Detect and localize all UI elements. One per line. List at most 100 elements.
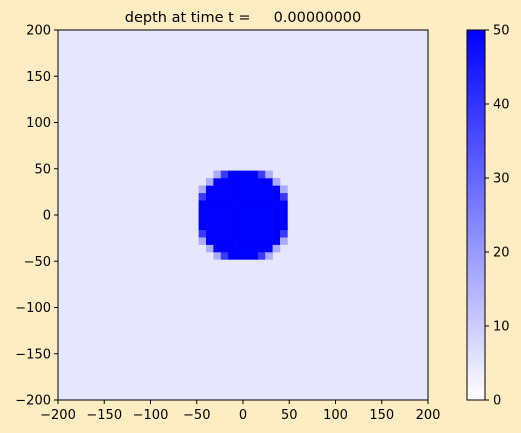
heatmap-cell	[257, 244, 266, 253]
heatmap-cell	[220, 222, 229, 231]
y-axis: −200 −150 −100 −50 0 50 100 150 200	[15, 24, 58, 409]
heatmap-cell	[272, 200, 281, 208]
heatmap-cell	[272, 192, 281, 201]
y-tick-label: −200	[15, 394, 51, 409]
plot-area	[57, 29, 429, 401]
heatmap-cell	[250, 200, 259, 208]
heatmap-cell	[220, 192, 229, 201]
heatmap-cell	[198, 222, 207, 231]
heatmap-cell	[198, 237, 207, 245]
heatmap-cell	[250, 215, 259, 223]
heatmap-cell	[220, 237, 229, 245]
heatmap-cell	[243, 192, 251, 201]
heatmap-cell	[235, 244, 244, 253]
heatmap-cell	[280, 215, 288, 223]
heatmap-cell	[220, 252, 229, 260]
heatmap-cell	[265, 244, 273, 253]
y-tick-label: −50	[24, 255, 51, 270]
heatmap-cell	[228, 170, 236, 179]
heatmap-cell	[280, 237, 288, 245]
heatmap-cell	[257, 215, 266, 223]
heatmap-cell	[250, 192, 259, 201]
heatmap-cell	[213, 237, 222, 245]
heatmap-cell	[265, 252, 273, 260]
colorbar-tick-label: 50	[493, 24, 510, 39]
heatmap-cell	[257, 200, 266, 208]
colorbar-tick-label: 0	[493, 394, 501, 409]
x-tick-label: −50	[183, 408, 210, 423]
heatmap-cell	[213, 178, 222, 186]
heatmap-cell	[206, 185, 214, 194]
y-tick-label: 50	[34, 162, 51, 177]
heatmap-cell	[250, 222, 259, 231]
heatmap-cell	[265, 222, 273, 231]
heatmap-cell	[235, 207, 244, 216]
heatmap-cell	[220, 178, 229, 186]
heatmap-cell	[265, 215, 273, 223]
heatmap-cell	[272, 244, 281, 253]
heatmap-cell	[198, 207, 207, 216]
heatmap-cell	[235, 200, 244, 208]
heatmap-cell	[265, 229, 273, 238]
heatmap-cell	[243, 252, 251, 260]
heatmap-cell	[198, 185, 207, 194]
heatmap-cell	[235, 252, 244, 260]
heatmap-cell	[198, 215, 207, 223]
heatmap-cell	[206, 229, 214, 238]
heatmap-cell	[250, 229, 259, 238]
y-tick-label: 0	[43, 209, 51, 224]
heatmap-cell	[280, 222, 288, 231]
heatmap-cell	[213, 170, 222, 179]
heatmap-cell	[243, 229, 251, 238]
heatmap-cell	[206, 207, 214, 216]
heatmap-cell	[280, 185, 288, 194]
heatmap-cells	[198, 170, 288, 260]
heatmap-cell	[243, 222, 251, 231]
heatmap-cell	[220, 200, 229, 208]
x-tick-label: 0	[239, 408, 247, 423]
heatmap-cell	[272, 237, 281, 245]
heatmap-cell	[243, 170, 251, 179]
heatmap-cell	[265, 185, 273, 194]
heatmap-cell	[243, 207, 251, 216]
heatmap-cell	[257, 178, 266, 186]
heatmap-cell	[206, 222, 214, 231]
heatmap-cell	[257, 192, 266, 201]
heatmap-cell	[272, 229, 281, 238]
x-tick-label: 150	[369, 408, 394, 423]
heatmap-cell	[220, 244, 229, 253]
heatmap-cell	[235, 185, 244, 194]
heatmap-cell	[228, 215, 236, 223]
heatmap-cell	[265, 237, 273, 245]
heatmap-cell	[213, 229, 222, 238]
heatmap-cell	[250, 244, 259, 253]
heatmap-cell	[257, 237, 266, 245]
y-tick-label: −100	[15, 301, 51, 316]
heatmap-cell	[235, 170, 244, 179]
heatmap-cell	[250, 185, 259, 194]
y-tick-label: 200	[26, 24, 51, 39]
heatmap-cell	[220, 185, 229, 194]
heatmap-cell	[206, 192, 214, 201]
heatmap-cell	[228, 207, 236, 216]
heatmap-cell	[257, 222, 266, 231]
heatmap-cell	[235, 229, 244, 238]
heatmap-cell	[272, 178, 281, 186]
heatmap-cell	[243, 200, 251, 208]
heatmap-cell	[280, 229, 288, 238]
heatmap-cell	[228, 222, 236, 231]
heatmap-cell	[250, 207, 259, 216]
heatmap-cell	[265, 200, 273, 208]
heatmap-cell	[272, 185, 281, 194]
heatmap-cell	[250, 178, 259, 186]
x-tick-label: 50	[281, 408, 298, 423]
heatmap-cell	[228, 185, 236, 194]
heatmap-cell	[250, 170, 259, 179]
colorbar-tick-label: 10	[493, 320, 510, 335]
heatmap-cell	[220, 215, 229, 223]
colorbar-tick-label: 20	[493, 246, 510, 261]
heatmap-cell	[213, 200, 222, 208]
heatmap-cell	[280, 192, 288, 201]
heatmap-cell	[228, 237, 236, 245]
colorbar-gradient	[466, 29, 486, 401]
